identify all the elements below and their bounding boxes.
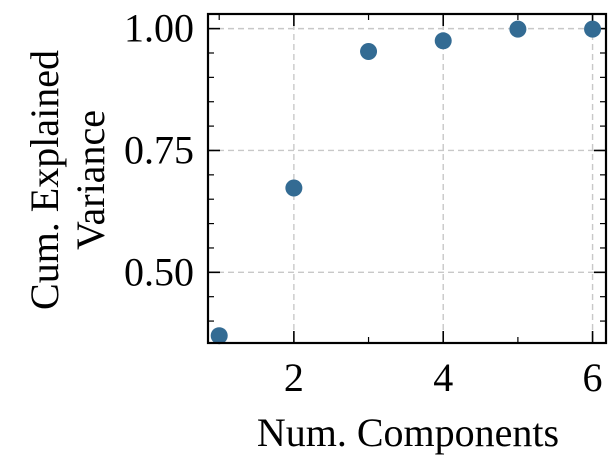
y-axis-label-line-1: Cum. Explained [22, 50, 67, 310]
y-tick-label: 0.50 [124, 249, 194, 294]
data-points [210, 20, 602, 345]
y-axis-label-line-2: Variance [68, 110, 113, 250]
plot-frame [206, 12, 608, 345]
data-point [509, 20, 527, 38]
y-tick-label: 1.00 [124, 6, 194, 51]
data-point [360, 43, 378, 61]
data-point [285, 179, 303, 197]
x-tick-label: 6 [583, 355, 603, 400]
data-point [434, 32, 452, 50]
tick-labels: 2 4 6 0.50 0.75 1.00 [124, 6, 603, 400]
grid-lines [208, 14, 606, 343]
data-point [210, 327, 228, 345]
axis-ticks [208, 14, 606, 343]
y-tick-label: 0.75 [124, 127, 194, 172]
x-tick-label: 4 [433, 355, 453, 400]
data-point [584, 20, 602, 38]
x-tick-label: 2 [284, 355, 304, 400]
x-axis-label: Num. Components [257, 410, 559, 455]
